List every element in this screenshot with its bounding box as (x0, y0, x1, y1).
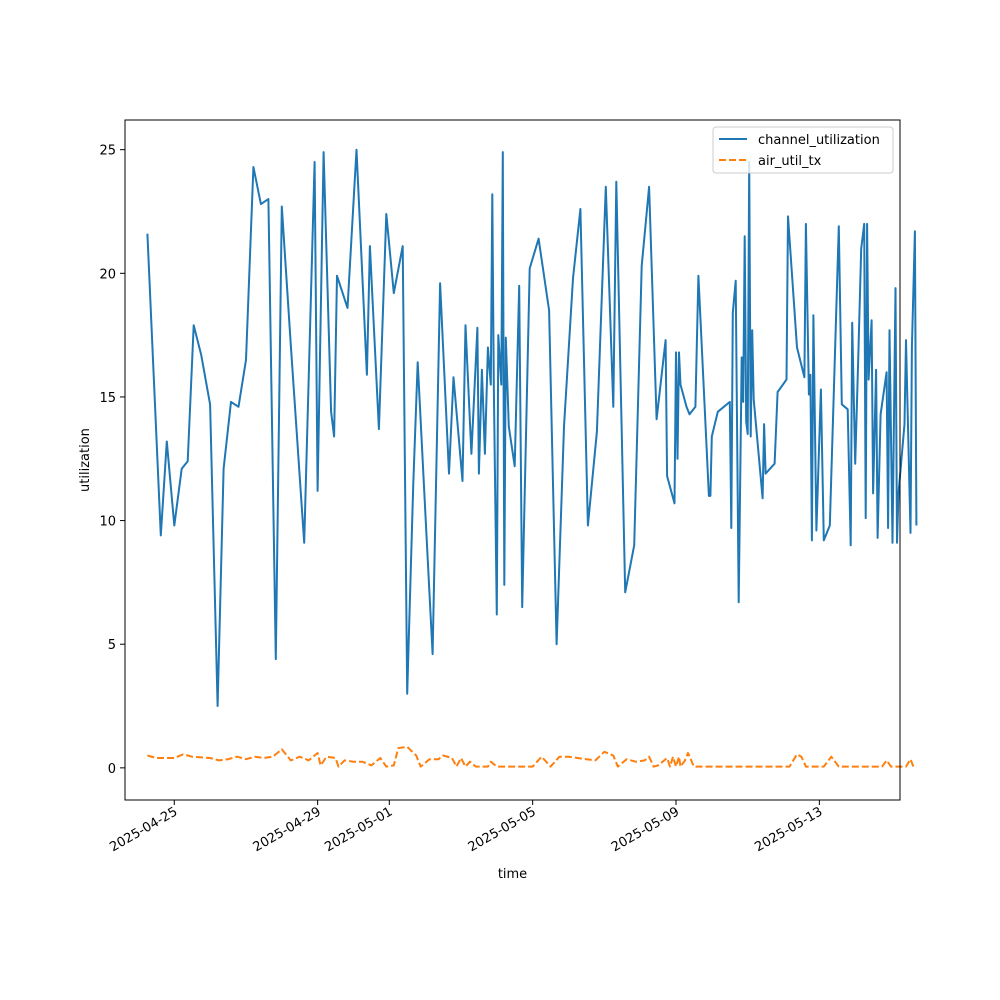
plot-area (146, 148, 918, 768)
y-tick-label: 15 (99, 391, 116, 406)
legend: channel_utilization air_util_tx (712, 126, 894, 174)
legend-box (712, 126, 894, 174)
x-axis-label: time (498, 867, 527, 882)
y-tick-label: 25 (99, 144, 116, 159)
y-tick-label: 5 (108, 638, 116, 653)
legend-label-channel-utilization: channel_utilization (758, 133, 880, 148)
legend-label-air-util-tx: air_util_tx (758, 154, 822, 169)
y-tick-label: 0 (108, 762, 116, 777)
y-tick-label: 20 (99, 267, 116, 282)
y-axis-label: utilization (78, 428, 93, 492)
y-tick-label: 10 (99, 515, 116, 530)
series-line-channel-utilization (146, 148, 918, 707)
series-line-air-util-tx (147, 745, 917, 768)
axes-frame (124, 119, 901, 801)
